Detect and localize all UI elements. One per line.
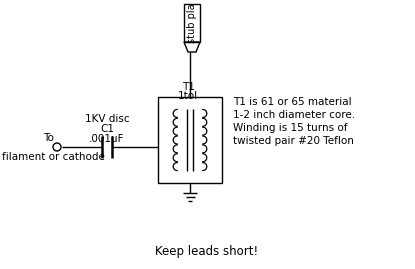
Bar — [158, 97, 222, 183]
Text: T1: T1 — [182, 82, 195, 92]
Text: Winding is 15 turns of: Winding is 15 turns of — [233, 123, 347, 133]
Text: To: To — [43, 133, 54, 143]
Text: 1KV disc: 1KV disc — [85, 114, 129, 124]
Text: .001uF: .001uF — [89, 134, 125, 144]
Text: filament or cathode: filament or cathode — [2, 152, 105, 162]
Text: 1-2 inch diameter core.: 1-2 inch diameter core. — [233, 110, 355, 120]
Text: Keep leads short!: Keep leads short! — [156, 246, 259, 259]
Bar — [184, 4, 200, 42]
Text: 1tol: 1tol — [178, 91, 198, 101]
Text: C1: C1 — [100, 124, 114, 134]
Text: stub pla: stub pla — [187, 3, 197, 43]
Text: twisted pair #20 Teflon: twisted pair #20 Teflon — [233, 136, 354, 146]
Text: T1 is 61 or 65 material: T1 is 61 or 65 material — [233, 97, 352, 107]
